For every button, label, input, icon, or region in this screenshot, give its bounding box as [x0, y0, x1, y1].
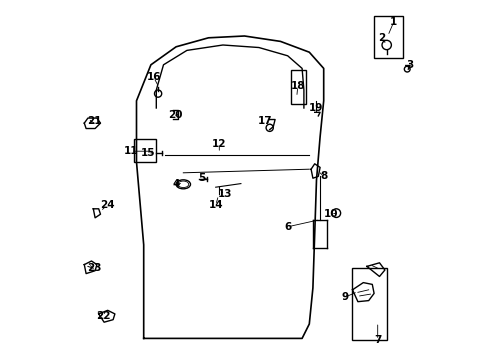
Text: 9: 9: [341, 292, 348, 302]
Text: 23: 23: [86, 263, 101, 273]
Text: 7: 7: [373, 335, 381, 345]
Text: 20: 20: [168, 110, 182, 120]
Text: 2: 2: [377, 33, 384, 43]
Bar: [291, 70, 305, 104]
Text: 11: 11: [123, 146, 138, 156]
Text: 16: 16: [146, 72, 161, 82]
Text: 19: 19: [309, 103, 323, 113]
Text: 15: 15: [141, 148, 155, 158]
Text: 1: 1: [389, 17, 397, 27]
Text: 17: 17: [258, 116, 272, 126]
Bar: [134, 139, 155, 162]
Text: 8: 8: [320, 171, 326, 181]
Text: 22: 22: [96, 311, 110, 321]
Text: 21: 21: [86, 116, 101, 126]
Text: 6: 6: [284, 222, 291, 232]
Text: 10: 10: [323, 209, 338, 219]
Text: 12: 12: [212, 139, 226, 149]
Text: 3: 3: [406, 60, 413, 70]
Text: 14: 14: [208, 200, 223, 210]
Bar: [352, 268, 386, 340]
Bar: [373, 16, 402, 58]
Text: 18: 18: [290, 81, 305, 91]
Text: 13: 13: [217, 189, 231, 199]
Text: 4: 4: [172, 179, 180, 189]
Text: 24: 24: [100, 200, 114, 210]
Text: 5: 5: [198, 173, 205, 183]
